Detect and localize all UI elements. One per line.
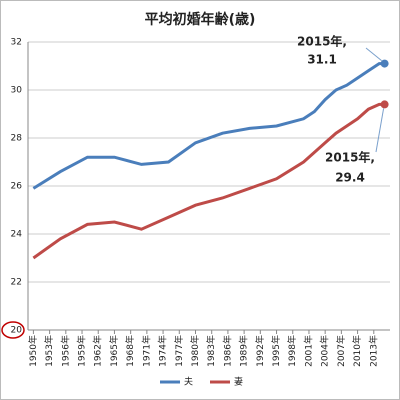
leader (375, 108, 385, 153)
x-tick-label: 1965年 (108, 335, 120, 367)
leader (365, 47, 382, 61)
x-tick-label: 1995年 (270, 335, 282, 367)
x-tick-label: 2010年 (351, 335, 363, 367)
x-tick-label: 1992年 (254, 335, 266, 367)
annotation-year: 2015年, (325, 150, 375, 165)
x-tick-label: 1983年 (205, 335, 217, 367)
annotation-value: 31.1 (307, 53, 337, 67)
x-tick-label: 2013年 (367, 335, 379, 367)
end-point (380, 59, 389, 68)
y-tick-label: 28 (11, 134, 23, 144)
end-point (380, 100, 389, 109)
x-tick-label: 1971年 (140, 335, 152, 367)
x-tick-label: 2004年 (319, 335, 331, 367)
x-tick-label: 1986年 (221, 335, 233, 367)
highlight-circle (1, 321, 25, 339)
legend-label: 妻 (234, 376, 243, 388)
series-line (32, 62, 385, 190)
annotation-value: 29.4 (335, 171, 365, 185)
x-tick-label: 1974年 (157, 335, 169, 367)
x-tick-label: 1950年 (27, 335, 39, 367)
x-tick-label: 1953年 (43, 335, 55, 367)
y-tick-label: 32 (11, 38, 22, 48)
x-tick-label: 1956年 (59, 335, 71, 367)
x-tick-label: 1977年 (173, 335, 185, 367)
y-tick-label: 26 (11, 182, 23, 192)
x-tick-label: 1989年 (238, 335, 250, 367)
x-tick-label: 2001年 (302, 335, 314, 367)
y-tick-label: 24 (11, 230, 23, 240)
x-tick-label: 1962年 (92, 335, 104, 367)
x-tick-label: 1959年 (76, 335, 88, 367)
series-line (32, 102, 385, 260)
annotation-year: 2015年, (297, 34, 347, 49)
x-tick-label: 1968年 (124, 335, 136, 367)
chart-title: 平均初婚年齢(歳) (145, 11, 256, 28)
x-tick-label: 2007年 (335, 335, 347, 367)
y-tick-label: 22 (11, 278, 22, 288)
x-tick-label: 1980年 (189, 335, 201, 367)
y-tick-label: 30 (11, 86, 23, 96)
y-tick-label: 20 (11, 326, 23, 336)
x-tick-label: 1998年 (286, 335, 298, 367)
legend-label: 夫 (184, 376, 193, 388)
